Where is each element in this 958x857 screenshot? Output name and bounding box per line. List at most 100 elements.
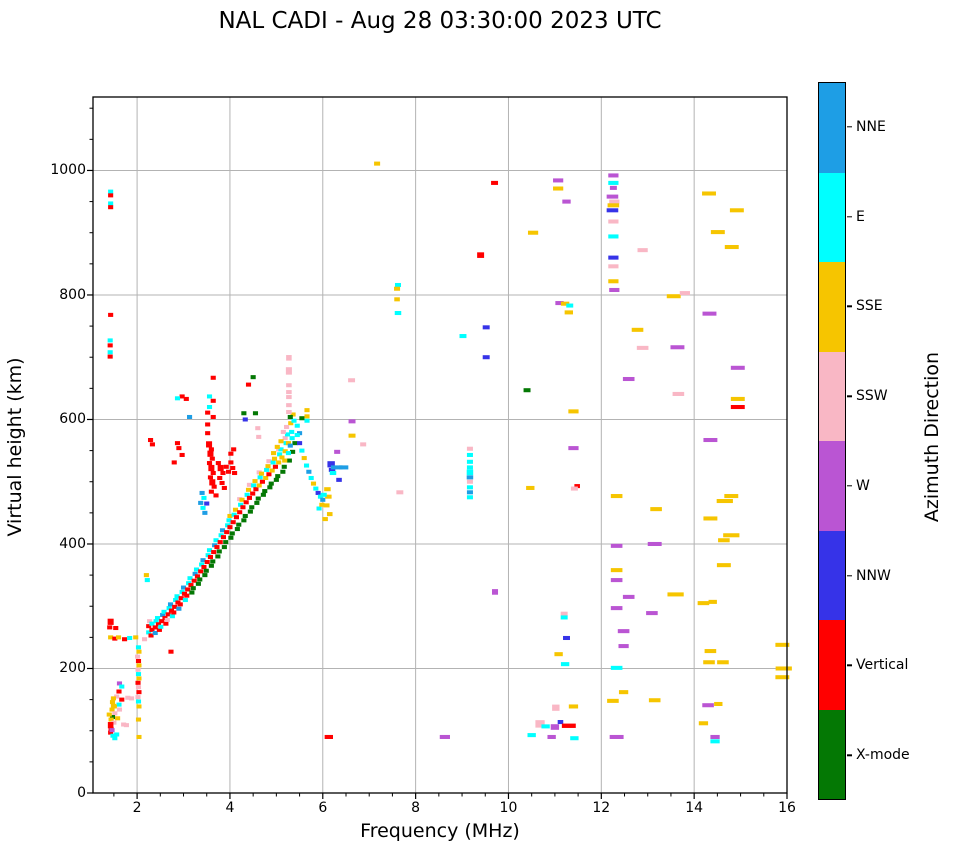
data-point-Vertical [107,354,113,359]
data-point-NNE [202,510,208,515]
data-point-Vertical [228,451,234,456]
data-point-W [703,437,718,443]
data-point-W [610,543,623,548]
data-point-Vertical [179,452,185,457]
data-point-SSE [607,698,619,703]
data-point-SSW [636,345,649,350]
data-point-Vertical [194,574,201,579]
data-point-SSE [109,707,115,712]
x-tick-label: 6 [318,800,328,816]
data-point-X-mode [229,531,235,536]
data-point-E [173,597,179,603]
data-point-E [291,418,297,423]
data-point-Vertical [183,396,189,401]
data-point-NNE [466,490,473,495]
data-point-Vertical [188,583,194,588]
data-point-E [541,724,550,729]
data-point-NNE [176,606,182,611]
data-point-SSW [286,355,292,361]
data-point-E [308,475,314,481]
data-point-SSW [535,720,545,728]
data-point-X-mode [268,481,274,486]
data-point-X-mode [109,715,116,720]
data-point-Vertical [107,343,113,348]
data-point-SSE [108,717,114,722]
data-point-Vertical [245,382,252,387]
data-point-NNE [187,414,193,420]
data-point-E [107,338,113,343]
data-point-NNE [219,528,226,533]
data-point-SSE [263,475,269,481]
colorbar-category-label: E [856,208,865,225]
data-point-NNW [608,255,619,260]
data-point-E [294,423,300,428]
data-point-SSW [286,395,292,400]
data-point-SSE [276,460,282,465]
data-point-NNE [152,630,158,636]
data-point-Vertical [205,431,211,436]
data-point-SSE [730,396,745,401]
data-point-SSW [111,720,117,725]
data-point-SSE [304,408,310,413]
data-point-E [251,483,257,488]
data-point-X-mode [197,577,203,582]
x-tick-label: 14 [685,800,704,816]
data-point-SSE [716,563,731,568]
data-point-Vertical [209,479,216,486]
data-point-Vertical [177,602,183,607]
y-tick-label: 0 [77,785,86,801]
data-point-SSW [608,219,619,224]
data-point-NNW [315,490,321,495]
data-point-E [608,234,619,239]
data-point-E [285,451,291,456]
data-point-E [270,460,276,465]
data-point-E [110,733,116,738]
data-point-E [135,672,142,677]
data-point-SSW [286,390,292,395]
data-point-E [610,665,623,670]
data-point-SSW [135,654,141,659]
data-point-SSE [282,458,288,463]
data-point-SSE [282,449,288,454]
data-point-Vertical [207,450,214,457]
data-point-E [257,475,263,480]
data-point-SSW [125,695,131,700]
data-point-W [702,311,717,316]
data-point-Vertical [198,569,204,574]
data-point-W [710,734,720,739]
data-point-Vertical [259,479,265,484]
data-point-Vertical [225,469,232,474]
data-point-SSE [115,635,122,640]
data-point-SSW [282,436,288,441]
data-point-Vertical [208,464,215,472]
data-point-E [193,567,200,572]
data-point-E [278,447,284,452]
data-point-Vertical [172,604,178,609]
data-point-Vertical [246,495,252,500]
data-point-Vertical [205,422,211,427]
data-point-E [158,624,164,629]
data-point-SSW [284,424,290,429]
data-point-E [303,463,310,468]
colorbar-tick [847,126,852,128]
data-point-Vertical [220,535,226,540]
data-point-SSW [286,409,292,415]
data-point-Vertical [201,564,207,570]
data-point-SSW [266,459,272,464]
data-point-SSE [648,698,661,703]
data-point-X-mode [223,540,229,545]
data-point-NNW [242,417,248,422]
data-point-W [610,578,623,583]
data-point-SSW [286,403,292,408]
data-point-E [294,433,300,438]
data-point-SSE [718,538,730,543]
data-point-SSE [110,703,116,708]
data-point-Vertical [220,470,226,476]
data-point-E [108,189,114,194]
data-point-NNE [339,465,349,470]
data-point-X-mode [208,563,214,568]
data-point-SSE [610,568,623,573]
data-point-E [466,459,473,464]
data-point-SSW [135,685,142,690]
